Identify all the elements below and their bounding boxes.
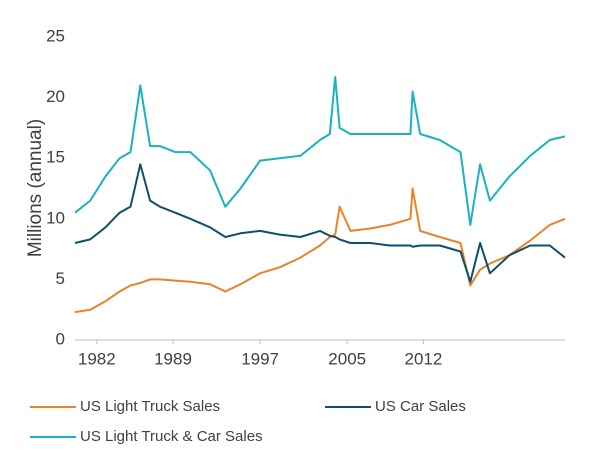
x-tick-label: 1997 bbox=[241, 349, 279, 368]
x-tick-label: 1982 bbox=[78, 349, 116, 368]
series-line bbox=[74, 163, 566, 283]
series-line bbox=[74, 187, 566, 314]
legend-label: US Light Truck & Car Sales bbox=[80, 428, 263, 445]
legend-label: US Light Truck Sales bbox=[80, 398, 220, 415]
series-line bbox=[74, 76, 566, 226]
legend-label: US Car Sales bbox=[375, 398, 466, 415]
y-axis-label: Millions (annual) bbox=[25, 119, 46, 257]
x-tick-label: 2012 bbox=[405, 349, 443, 368]
y-tick-label: 25 bbox=[46, 26, 65, 45]
x-tick-label: 2005 bbox=[328, 349, 366, 368]
x-tick-label: 1989 bbox=[154, 349, 192, 368]
y-tick-label: 5 bbox=[56, 269, 65, 288]
y-tick-label: 10 bbox=[46, 208, 65, 227]
y-tick-label: 15 bbox=[46, 148, 65, 167]
y-tick-label: 20 bbox=[46, 87, 65, 106]
y-tick-label: 0 bbox=[56, 329, 65, 348]
